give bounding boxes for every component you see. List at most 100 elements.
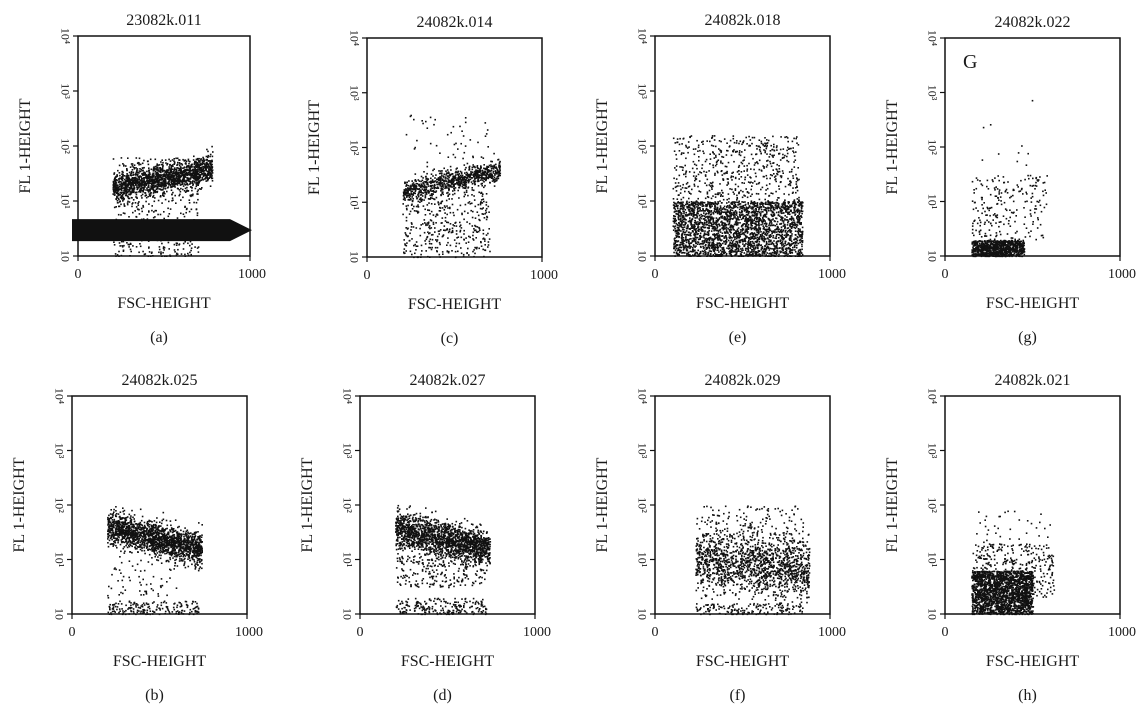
data-point bbox=[121, 171, 123, 173]
data-point bbox=[751, 249, 753, 251]
data-point bbox=[160, 253, 162, 255]
data-point bbox=[154, 168, 156, 170]
data-point bbox=[465, 145, 467, 147]
data-point bbox=[483, 157, 485, 159]
data-point bbox=[115, 185, 117, 187]
data-point bbox=[146, 187, 148, 189]
data-point bbox=[170, 160, 172, 162]
data-point bbox=[729, 234, 731, 236]
data-point bbox=[145, 192, 147, 194]
data-point bbox=[438, 204, 440, 206]
data-point bbox=[416, 197, 418, 199]
data-point bbox=[426, 239, 428, 241]
data-point bbox=[493, 172, 495, 174]
data-point bbox=[470, 179, 472, 181]
data-point bbox=[179, 165, 181, 167]
data-point bbox=[674, 240, 676, 242]
data-point bbox=[408, 180, 410, 182]
data-point bbox=[138, 172, 140, 174]
data-point bbox=[674, 255, 676, 257]
data-point bbox=[167, 182, 169, 184]
data-point bbox=[178, 244, 180, 246]
data-point bbox=[700, 214, 702, 216]
data-point bbox=[778, 203, 780, 205]
data-point bbox=[433, 198, 435, 200]
data-point bbox=[481, 208, 483, 210]
data-point bbox=[419, 201, 421, 203]
data-point bbox=[495, 164, 497, 166]
data-point bbox=[182, 182, 184, 184]
data-point bbox=[475, 177, 477, 179]
data-point bbox=[171, 169, 173, 171]
data-point bbox=[785, 244, 787, 246]
data-point bbox=[190, 250, 192, 252]
data-point bbox=[426, 178, 428, 180]
data-point bbox=[160, 170, 162, 172]
data-point bbox=[732, 207, 734, 209]
data-point bbox=[414, 210, 416, 212]
data-point bbox=[704, 230, 706, 232]
data-point bbox=[179, 168, 181, 170]
data-point bbox=[161, 255, 163, 257]
data-point bbox=[455, 172, 457, 174]
data-point bbox=[404, 197, 406, 199]
data-point bbox=[138, 204, 140, 206]
data-point bbox=[727, 205, 729, 207]
data-point bbox=[196, 166, 198, 168]
data-point bbox=[683, 232, 685, 234]
data-point bbox=[450, 212, 452, 214]
data-point bbox=[455, 251, 457, 253]
data-point bbox=[758, 250, 760, 252]
data-point bbox=[410, 191, 412, 193]
data-point bbox=[408, 189, 410, 191]
data-point bbox=[414, 148, 416, 150]
data-point bbox=[151, 177, 153, 179]
data-point bbox=[113, 173, 115, 175]
data-point bbox=[714, 236, 716, 238]
data-point bbox=[464, 152, 466, 154]
data-point bbox=[429, 213, 431, 215]
data-point bbox=[417, 256, 419, 258]
data-point bbox=[141, 173, 143, 175]
data-point bbox=[776, 238, 778, 240]
data-point bbox=[434, 227, 436, 229]
data-point bbox=[693, 240, 695, 242]
data-point bbox=[407, 191, 409, 193]
data-point bbox=[430, 185, 432, 187]
data-point bbox=[446, 178, 448, 180]
data-point bbox=[478, 192, 480, 194]
data-point bbox=[798, 228, 800, 230]
data-point bbox=[482, 238, 484, 240]
data-point bbox=[468, 241, 470, 243]
data-point bbox=[460, 205, 462, 207]
data-point bbox=[445, 217, 447, 219]
data-point bbox=[416, 245, 418, 247]
data-point bbox=[758, 211, 760, 213]
data-point bbox=[148, 203, 150, 205]
data-point bbox=[789, 235, 791, 237]
data-point bbox=[413, 226, 415, 228]
data-point bbox=[425, 176, 427, 178]
data-point bbox=[734, 245, 736, 247]
data-point bbox=[164, 170, 166, 172]
y-tick-label: 10⁴ bbox=[58, 28, 72, 44]
data-point bbox=[475, 169, 477, 171]
data-point bbox=[199, 180, 201, 182]
data-point bbox=[194, 181, 196, 183]
data-point bbox=[689, 209, 691, 211]
data-point bbox=[135, 167, 137, 169]
data-point bbox=[430, 182, 432, 184]
data-point bbox=[406, 245, 408, 247]
data-point bbox=[686, 242, 688, 244]
data-point bbox=[496, 178, 498, 180]
data-point bbox=[427, 127, 429, 129]
data-point bbox=[714, 205, 716, 207]
data-point bbox=[167, 176, 169, 178]
data-point bbox=[129, 201, 131, 203]
data-point bbox=[121, 157, 123, 159]
data-point bbox=[154, 169, 156, 171]
data-point bbox=[464, 169, 466, 171]
data-point bbox=[452, 228, 454, 230]
data-point bbox=[485, 180, 487, 182]
data-point bbox=[694, 253, 696, 255]
